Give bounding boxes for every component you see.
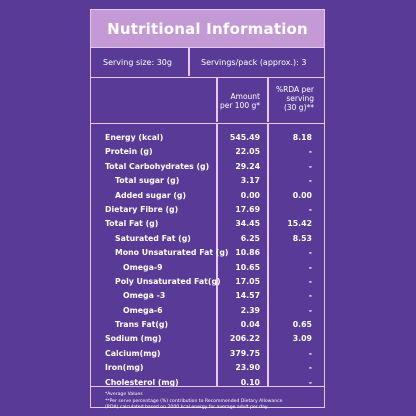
amount-value: 34.45 [235,219,260,229]
table-row: Energy (kcal) 545.49 8.18 [91,131,324,145]
rda-header: %RDA per serving (30 g)** [276,85,314,112]
table-row: Saturated Fat (g) 6.25 8.53 [91,232,324,246]
serving-size: Serving size: 30g [103,58,172,67]
title-bar: Nutritional Information [91,10,324,48]
nutrient-label: Energy (kcal) [105,133,164,142]
amount-header: Amount per 100 g* [220,92,260,110]
nutrition-panel: Nutritional Information Serving size: 30… [90,9,325,410]
nutrient-label: Omega-9 [123,262,163,272]
nutrient-label: Sodium (mg) [105,334,162,344]
divider [216,78,218,122]
nutrient-label: Added sugar (g) [115,190,187,200]
table-row: Iron(mg) 23.90 - [91,361,324,375]
nutrient-label: Saturated Fat (g) [115,233,191,243]
rda-value: 8.53 [292,233,312,243]
rda-value: 3.09 [292,334,312,344]
amount-value: 206.22 [229,334,260,344]
nutrient-label: Omega -3 [123,291,166,301]
nutrient-label: Total sugar (g) [115,176,180,186]
rda-value: - [308,161,312,171]
amount-value: 17.05 [235,276,260,286]
nutrient-label: Mono Unsaturated Fat (g) [115,248,229,258]
rda-value: - [308,305,312,315]
footnote: *Average Values [105,392,143,397]
table-row: Cholesterol (mg) 0.10 - [91,376,324,390]
table-row: Total Carbohydrates (g) 29.24 - [91,160,324,174]
rda-value: - [308,262,312,272]
divider [267,78,269,122]
amount-value: 6.25 [240,233,260,243]
table-row: Omega -3 14.57 - [91,289,324,303]
rda-value: 0.00 [292,190,312,200]
nutrient-label: Iron(mg) [105,363,144,373]
rda-header-line: serving [286,94,314,103]
table-row: Mono Unsaturated Fat (g) 10.86 - [91,246,324,260]
nutrient-table: Energy (kcal) 545.49 8.18 Protein (g) 22.05 -… [91,131,324,390]
table-row: Sodium (mg) 206.22 3.09 [91,332,324,346]
footnotes: *Average Values **Per serve percentage (… [91,386,324,410]
rda-value: 8.18 [292,133,312,142]
nutrient-label: Omega-6 [123,305,163,315]
rda-value: - [308,363,312,373]
table-row: Trans Fat(g) 0.04 0.65 [91,318,324,332]
table-row: Total Fat (g) 34.45 15.42 [91,217,324,231]
amount-value: 0.04 [240,320,260,330]
table-row: Calcium(mg) 379.75 - [91,347,324,361]
rda-value: - [308,176,312,186]
rda-header-line: (30 g)** [283,103,314,112]
table-row: Dietary Fibre (g) 17.69 - [91,203,324,217]
amount-value: 545.49 [229,133,260,142]
nutrient-label: Total Fat (g) [105,219,159,229]
nutrient-label: Dietary Fibre (g) [105,204,179,214]
column-header-row: Amount per 100 g* %RDA per serving (30 g… [91,78,324,124]
column-divider [216,124,218,386]
servings-per-pack: Servings/pack (approx.): 3 [201,58,307,67]
table-row: Omega-9 10.65 - [91,261,324,275]
nutrient-label: Cholesterol (mg) [105,377,179,387]
serving-row: Serving size: 30g Servings/pack (approx.… [91,48,324,78]
table-row: Poly Unsaturated Fat(g) 17.05 - [91,275,324,289]
amount-value: 2.39 [240,305,260,315]
rda-value: - [308,147,312,157]
divider [188,48,190,76]
nutrient-label: Protein (g) [105,147,153,157]
amount-value: 10.86 [235,248,260,258]
nutrient-label: Total Carbohydrates (g) [105,161,210,171]
column-divider [267,124,269,386]
amount-value: 17.69 [235,204,260,214]
amount-value: 0.10 [240,377,260,387]
rda-value: - [308,276,312,286]
amount-value: 10.65 [235,262,260,272]
rda-value: - [308,248,312,258]
table-row: Protein (g) 22.05 - [91,145,324,159]
rda-value: - [308,291,312,301]
amount-value: 14.57 [235,291,260,301]
rda-value: 15.42 [287,219,312,229]
amount-value: 379.75 [229,348,260,358]
nutrient-label: Calcium(mg) [105,348,161,358]
amount-value: 23.90 [235,363,260,373]
rda-value: 0.65 [292,320,312,330]
amount-value: 22.05 [235,147,260,157]
nutrient-label: Trans Fat(g) [115,320,169,330]
footnote: **Per serve percentage (%) contribution … [105,398,283,404]
rda-value: - [308,377,312,387]
table-row: Added sugar (g) 0.00 0.00 [91,189,324,203]
rda-value: - [308,348,312,358]
footnote: (RDA) calculated based on 2000 kcal ener… [105,405,268,410]
rda-value: - [308,204,312,214]
nutrient-label: Poly Unsaturated Fat(g) [115,276,221,286]
amount-value: 0.00 [240,190,260,200]
rda-header-line: %RDA per [276,85,314,94]
amount-header-line: per 100 g* [219,101,260,110]
table-row: Total sugar (g) 3.17 - [91,174,324,188]
page-title: Nutritional Information [107,19,308,38]
amount-value: 3.17 [240,176,260,186]
table-row: Omega-6 2.39 - [91,304,324,318]
amount-header-line: Amount [230,92,260,101]
amount-value: 29.24 [235,161,260,171]
